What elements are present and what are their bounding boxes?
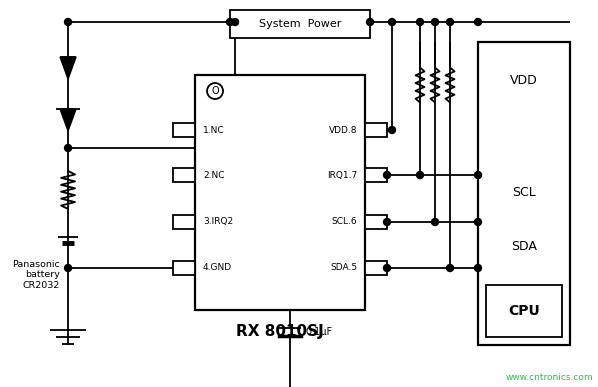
Circle shape: [65, 144, 72, 151]
Text: SCL: SCL: [512, 185, 536, 199]
Bar: [365, 215, 387, 229]
Circle shape: [65, 264, 72, 272]
Circle shape: [231, 19, 239, 26]
Text: 2.NC: 2.NC: [203, 171, 224, 180]
Bar: [173, 123, 195, 137]
Circle shape: [383, 219, 390, 226]
Circle shape: [389, 19, 395, 26]
Text: RX 8010SJ: RX 8010SJ: [236, 324, 324, 339]
Circle shape: [65, 19, 72, 26]
Polygon shape: [60, 57, 76, 79]
Text: IRQ1.7: IRQ1.7: [327, 171, 357, 180]
Circle shape: [417, 19, 423, 26]
Circle shape: [432, 19, 438, 26]
Bar: [195, 75, 365, 310]
Text: VDD.8: VDD.8: [328, 125, 357, 135]
Circle shape: [432, 219, 438, 226]
Circle shape: [417, 171, 423, 178]
Circle shape: [474, 171, 481, 178]
Polygon shape: [60, 109, 76, 131]
Circle shape: [447, 19, 453, 26]
Text: CPU: CPU: [508, 304, 540, 318]
Circle shape: [367, 19, 374, 26]
Text: VDD: VDD: [510, 74, 538, 87]
Bar: [365, 261, 387, 275]
Circle shape: [383, 171, 390, 178]
Bar: [478, 42, 570, 345]
Bar: [173, 215, 195, 229]
Circle shape: [474, 219, 481, 226]
Circle shape: [227, 19, 234, 26]
Text: Panasonic
battery
CR2032: Panasonic battery CR2032: [13, 260, 60, 290]
Text: 1.NC: 1.NC: [203, 125, 225, 135]
Circle shape: [383, 264, 390, 272]
Bar: [230, 10, 370, 38]
Text: 4.GND: 4.GND: [203, 264, 232, 272]
Text: 0.1μF: 0.1μF: [305, 327, 332, 337]
Text: O: O: [211, 86, 219, 96]
Text: SDA: SDA: [511, 240, 537, 253]
Bar: [486, 285, 562, 337]
Text: System  Power: System Power: [259, 19, 341, 29]
Bar: [365, 168, 387, 182]
Circle shape: [474, 264, 481, 272]
Text: www.cntronics.com: www.cntronics.com: [505, 373, 593, 382]
Circle shape: [447, 264, 453, 272]
Bar: [173, 168, 195, 182]
Circle shape: [389, 127, 395, 134]
Bar: [365, 123, 387, 137]
Circle shape: [207, 83, 223, 99]
Text: 3.IRQ2: 3.IRQ2: [203, 217, 233, 226]
Bar: [173, 261, 195, 275]
Text: SCL.6: SCL.6: [331, 217, 357, 226]
Circle shape: [474, 19, 481, 26]
Text: SDA.5: SDA.5: [330, 264, 357, 272]
